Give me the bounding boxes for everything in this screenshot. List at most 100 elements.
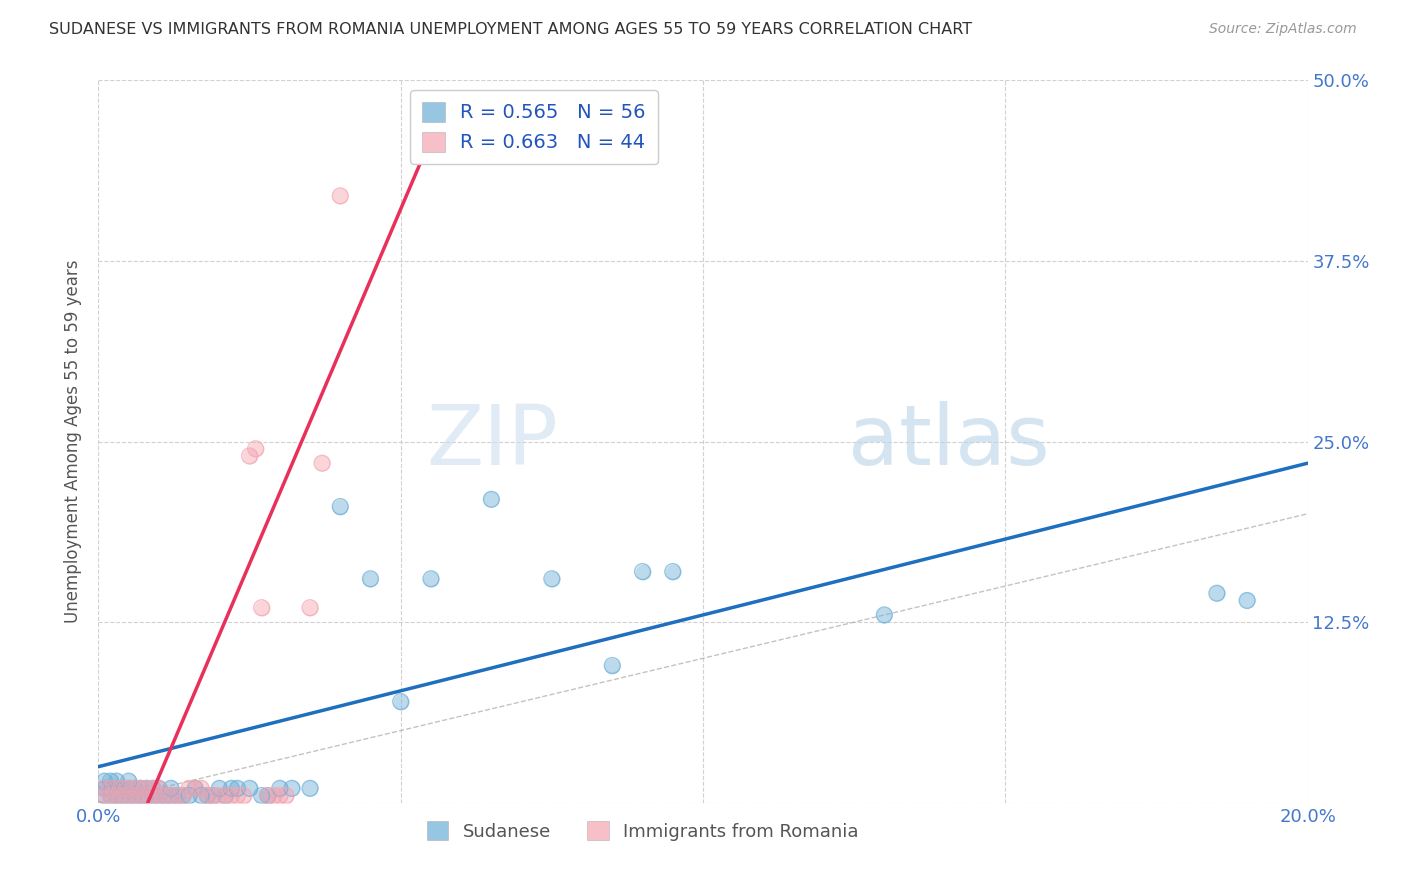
Point: [329, 189, 352, 203]
Point: [299, 781, 322, 796]
Point: [274, 789, 297, 803]
Point: [311, 456, 333, 470]
Point: [202, 789, 225, 803]
Legend: Sudanese, Immigrants from Romania: Sudanese, Immigrants from Romania: [419, 814, 866, 848]
Point: [214, 789, 236, 803]
Point: [481, 492, 503, 507]
Point: [105, 789, 128, 803]
Point: [129, 781, 152, 796]
Text: ZIP: ZIP: [426, 401, 558, 482]
Point: [93, 781, 115, 796]
Point: [105, 789, 128, 803]
Point: [135, 781, 157, 796]
Point: [100, 789, 122, 803]
Point: [214, 789, 236, 803]
Point: [214, 789, 236, 803]
Point: [221, 781, 243, 796]
Point: [142, 781, 165, 796]
Point: [148, 789, 170, 803]
Point: [208, 781, 231, 796]
Point: [129, 789, 152, 803]
Point: [202, 789, 225, 803]
Point: [124, 789, 146, 803]
Point: [226, 789, 249, 803]
Point: [172, 789, 194, 803]
Point: [179, 781, 201, 796]
Point: [111, 789, 134, 803]
Point: [208, 789, 231, 803]
Point: [105, 789, 128, 803]
Point: [129, 781, 152, 796]
Point: [281, 781, 304, 796]
Point: [208, 789, 231, 803]
Point: [214, 789, 236, 803]
Point: [118, 781, 141, 796]
Point: [172, 789, 194, 803]
Point: [239, 781, 262, 796]
Point: [100, 789, 122, 803]
Point: [124, 781, 146, 796]
Point: [100, 789, 122, 803]
Point: [160, 781, 183, 796]
Point: [540, 572, 562, 586]
Point: [221, 781, 243, 796]
Point: [111, 789, 134, 803]
Point: [166, 789, 188, 803]
Text: atlas: atlas: [848, 401, 1050, 482]
Point: [153, 789, 176, 803]
Text: SUDANESE VS IMMIGRANTS FROM ROMANIA UNEMPLOYMENT AMONG AGES 55 TO 59 YEARS CORRE: SUDANESE VS IMMIGRANTS FROM ROMANIA UNEM…: [49, 22, 973, 37]
Point: [148, 781, 170, 796]
Point: [190, 789, 212, 803]
Point: [195, 789, 218, 803]
Point: [269, 781, 291, 796]
Point: [160, 789, 183, 803]
Point: [129, 789, 152, 803]
Point: [118, 781, 141, 796]
Point: [105, 781, 128, 796]
Point: [190, 781, 212, 796]
Point: [250, 789, 273, 803]
Point: [100, 781, 122, 796]
Point: [602, 658, 624, 673]
Point: [873, 607, 896, 622]
Point: [299, 781, 322, 796]
Point: [118, 781, 141, 796]
Point: [256, 789, 278, 803]
Point: [93, 789, 115, 803]
Point: [256, 789, 278, 803]
Point: [389, 695, 412, 709]
Point: [118, 789, 141, 803]
Point: [124, 789, 146, 803]
Point: [1236, 593, 1258, 607]
Point: [221, 789, 243, 803]
Point: [100, 789, 122, 803]
Point: [160, 781, 183, 796]
Point: [118, 774, 141, 789]
Point: [135, 781, 157, 796]
Point: [166, 789, 188, 803]
Point: [142, 781, 165, 796]
Point: [105, 781, 128, 796]
Point: [195, 789, 218, 803]
Point: [329, 500, 352, 514]
Point: [172, 789, 194, 803]
Point: [299, 600, 322, 615]
Point: [481, 492, 503, 507]
Point: [135, 781, 157, 796]
Point: [135, 781, 157, 796]
Point: [148, 781, 170, 796]
Point: [118, 774, 141, 789]
Point: [256, 789, 278, 803]
Point: [111, 781, 134, 796]
Point: [124, 781, 146, 796]
Point: [160, 789, 183, 803]
Point: [118, 781, 141, 796]
Y-axis label: Unemployment Among Ages 55 to 59 years: Unemployment Among Ages 55 to 59 years: [65, 260, 83, 624]
Point: [661, 565, 683, 579]
Point: [118, 789, 141, 803]
Point: [184, 781, 207, 796]
Point: [129, 781, 152, 796]
Point: [239, 449, 262, 463]
Point: [540, 572, 562, 586]
Point: [142, 781, 165, 796]
